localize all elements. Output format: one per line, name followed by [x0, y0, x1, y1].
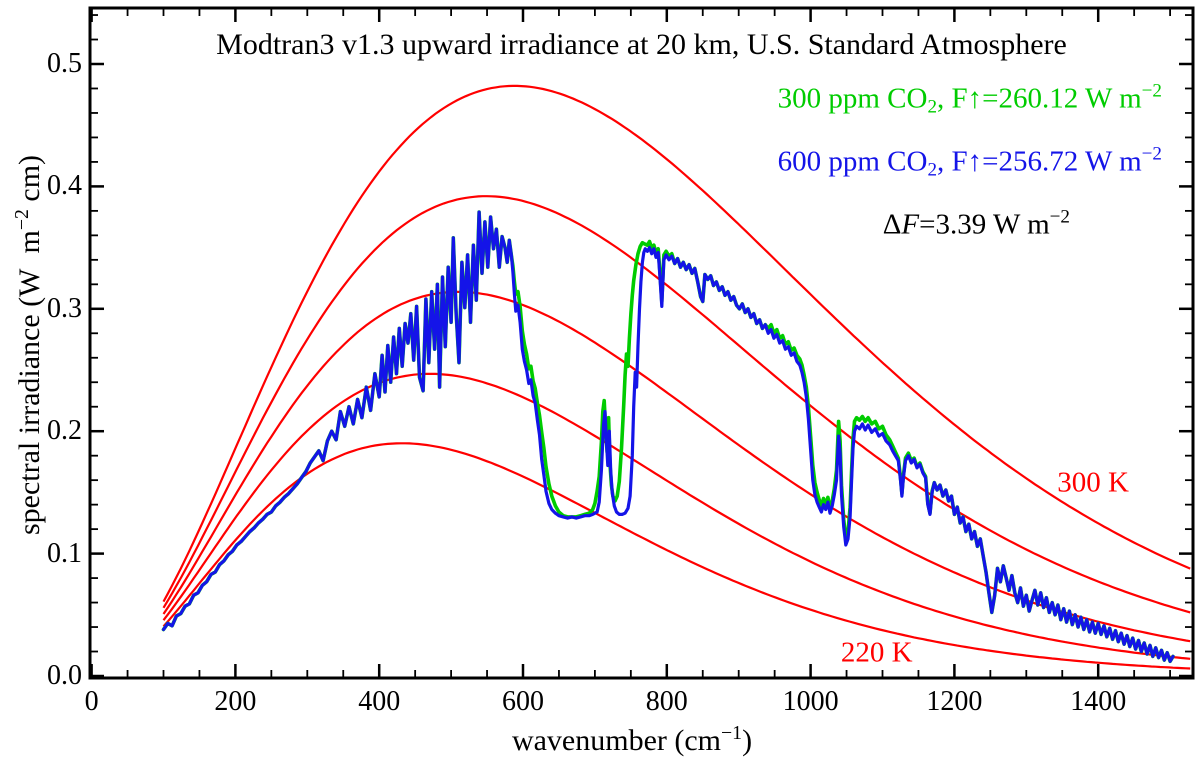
curves-group [161, 84, 1191, 670]
planck-curve-220k [162, 442, 1191, 670]
y-tick-label: 0.5 [47, 48, 82, 79]
legend-600ppm-co2: 600 ppm CO2, F↑=256.72 W m−2 [777, 145, 1162, 180]
y-tick-label: 0.2 [47, 415, 82, 447]
text-segment: 600 ppm CO [777, 145, 928, 178]
text-segment: =3.39 W m [919, 208, 1050, 241]
spectrum-600ppm [161, 210, 1175, 663]
x-tick-label: 400 [358, 686, 401, 717]
planck-curve-300k [162, 84, 1191, 603]
text-segment: 300 ppm CO [777, 82, 928, 115]
x-axis-label: wavenumber (cm−1) [511, 723, 753, 757]
y-tick-label: 0.0 [47, 660, 82, 691]
x-tick-label: 800 [645, 686, 688, 717]
delta-f-annotation: ΔF=3.39 W m−2 [882, 208, 1070, 241]
axes-group [88, 6, 1195, 680]
x-tick-label: 1200 [926, 686, 983, 717]
text-segment: 2 [927, 96, 938, 118]
text-segment: spectral irradiance (W m [13, 230, 46, 536]
planck-temperature-label-300-k: 300 K [1057, 466, 1130, 499]
chart-title: Modtran3 v1.3 upward irradiance at 20 km… [216, 28, 1067, 61]
x-tick-label: 1400 [1070, 686, 1127, 717]
y-tick-label: 0.4 [47, 170, 82, 202]
text-segment: , F↑=260.12 W m [937, 82, 1142, 115]
y-axis-label: spectral irradiance (W m−2 cm) [11, 155, 46, 536]
text-segment: ) [742, 724, 753, 757]
x-tick-label: 200 [214, 686, 257, 717]
text-segment: −2 [11, 209, 34, 231]
y-tick-label: 0.3 [47, 292, 82, 324]
x-tick-label: 600 [502, 686, 544, 717]
text-segment: −2 [1049, 206, 1070, 228]
x-tick-label: 0 [84, 686, 99, 717]
y-tick-label: 0.1 [47, 537, 82, 569]
x-tick-label: 1000 [782, 686, 839, 717]
planck-curve-240k [162, 372, 1191, 660]
planck-temperature-label-220-k: 220 K [840, 636, 913, 669]
planck-curve-280k [162, 195, 1191, 614]
text-segment: −2 [1141, 80, 1162, 102]
text-segment: 2 [927, 159, 938, 181]
text-segment: Δ [882, 208, 902, 241]
text-segment: −2 [1141, 143, 1162, 165]
text-segment: −1 [721, 722, 743, 745]
text-segment: , F↑=256.72 W m [937, 145, 1142, 178]
legend-300ppm-co2: 300 ppm CO2, F↑=260.12 W m−2 [777, 82, 1162, 117]
text-segment: F [901, 208, 920, 241]
text-segment: wavenumber (cm [511, 724, 722, 757]
